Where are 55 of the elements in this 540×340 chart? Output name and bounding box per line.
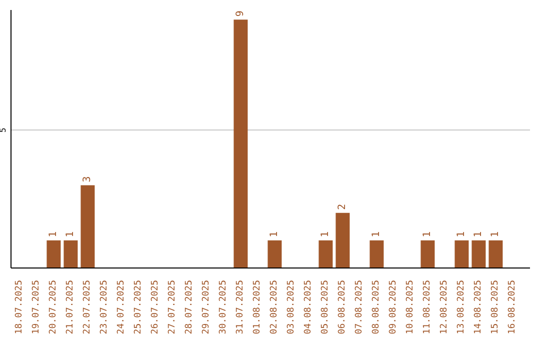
x-tick-label: 29.07.2025: [202, 280, 212, 334]
data-label: 3: [82, 176, 94, 182]
x-tick-label: 22.07.2025: [82, 280, 92, 334]
bar: [46, 240, 61, 268]
x-tick-label: 18.07.2025: [14, 280, 24, 334]
x-tick-label: 16.08.2025: [508, 280, 518, 334]
bar: [64, 240, 78, 268]
bar: [454, 240, 469, 268]
data-label: 1: [65, 231, 76, 238]
x-tick-label: 23.07.2025: [100, 280, 110, 334]
x-tick-label: 12.08.2025: [440, 280, 450, 334]
x-tick-label: 08.08.2025: [372, 280, 382, 334]
x-tick-label: 19.07.2025: [32, 280, 42, 334]
x-tick-label: 24.07.2025: [116, 280, 126, 334]
bar: [234, 20, 248, 268]
bar: [472, 240, 486, 268]
data-label: 1: [320, 231, 332, 238]
x-tick-label: 01.08.2025: [252, 280, 262, 334]
x-tick-label: 28.07.2025: [184, 280, 194, 334]
x-tick-label: 10.08.2025: [406, 280, 416, 334]
x-tick-label: 30.07.2025: [218, 280, 228, 334]
x-tick-label: 02.08.2025: [270, 280, 280, 334]
x-tick-label: 31.07.2025: [236, 280, 246, 334]
x-tick-label: 07.08.2025: [354, 280, 364, 334]
data-label: 1: [490, 231, 502, 238]
data-label: 1: [473, 231, 484, 238]
bar: [370, 240, 384, 268]
bar: [420, 240, 435, 268]
bar: [488, 240, 503, 268]
x-tick-label: 05.08.2025: [320, 280, 330, 334]
data-label: 1: [48, 231, 60, 238]
data-label: 1: [456, 231, 468, 238]
x-tick-label: 26.07.2025: [150, 280, 160, 334]
x-tick-label: 15.08.2025: [490, 280, 500, 334]
x-tick-label: 09.08.2025: [388, 280, 398, 334]
x-tick-label: 14.08.2025: [474, 280, 484, 334]
x-tick-label: 21.07.2025: [66, 280, 76, 334]
data-label: 2: [337, 204, 348, 210]
data-label: 9: [235, 10, 246, 17]
data-label: 1: [422, 231, 434, 238]
x-tick-label: 20.07.2025: [48, 280, 58, 334]
x-tick-label: 06.08.2025: [338, 280, 348, 334]
x-tick-label: 13.08.2025: [456, 280, 466, 334]
bar: [336, 212, 350, 268]
x-tick-label: 04.08.2025: [304, 280, 314, 334]
data-label: 1: [269, 231, 280, 238]
x-tick-label: 25.07.2025: [134, 280, 144, 334]
bar: [268, 240, 282, 268]
bar: [80, 185, 95, 268]
x-tick-label: 03.08.2025: [286, 280, 296, 334]
data-label: 1: [371, 231, 382, 238]
x-tick-label: 27.07.2025: [168, 280, 178, 334]
y-tick-label: 5: [0, 127, 8, 132]
x-tick-label: 11.08.2025: [422, 280, 432, 334]
bar: [318, 240, 333, 268]
